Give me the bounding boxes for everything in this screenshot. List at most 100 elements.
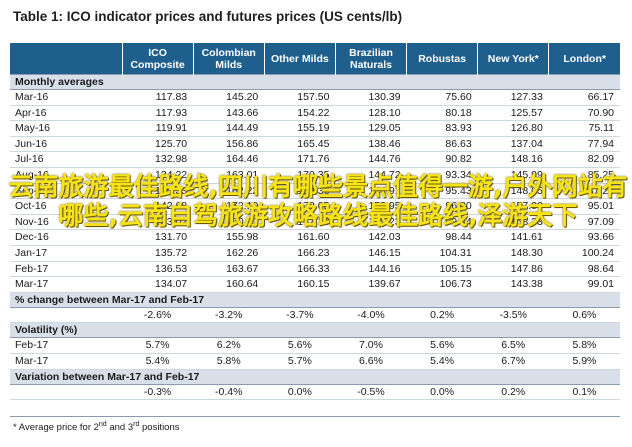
table-cell: 166.23 bbox=[264, 245, 336, 262]
header-label-line-2: Composite bbox=[130, 58, 185, 71]
table-row: Jun-16 125.70 156.86 165.45 138.46 86.63 137.0… bbox=[10, 136, 620, 153]
table-header-row: ICO Composite Colombian Milds Other Milds Bra… bbox=[10, 43, 620, 75]
table-cell: 155.19 bbox=[264, 120, 336, 137]
table-cell: 106.73 bbox=[406, 276, 478, 293]
table-cell: 144.76 bbox=[335, 151, 407, 168]
table-cell: 162.22 bbox=[193, 183, 265, 200]
section-header-row: Volatility (%) bbox=[10, 322, 620, 339]
table-cell: 156.86 bbox=[193, 136, 265, 153]
table-row: May-16 119.91 144.49 155.19 129.05 83.93 126.8… bbox=[10, 120, 620, 137]
table-cell: 157.00 bbox=[477, 198, 549, 215]
table-cell: 134.07 bbox=[122, 276, 194, 293]
table-cell: 87.24 bbox=[548, 183, 620, 200]
table-cell: 0.2% bbox=[406, 307, 478, 324]
section-heading: Monthly averages bbox=[10, 74, 620, 90]
table-cell: 145.99 bbox=[477, 167, 549, 184]
table-cell: 148.16 bbox=[477, 151, 549, 168]
table-cell: 134.22 bbox=[122, 167, 194, 184]
table-cell: 6.5% bbox=[477, 337, 549, 354]
table-row: Apr-16 117.93 143.66 154.22 128.10 80.18 125.5… bbox=[10, 105, 620, 122]
table-cell: 171.76 bbox=[264, 151, 336, 168]
section-heading: Volatility (%) bbox=[10, 322, 620, 339]
table-cell: 144.72 bbox=[335, 167, 407, 184]
row-label: Oct-16 bbox=[10, 198, 122, 215]
table-cell: 132.98 bbox=[122, 151, 194, 168]
table-cell: 99.01 bbox=[548, 276, 620, 293]
table-cell: 5.8% bbox=[193, 353, 265, 370]
row-label: Jun-16 bbox=[10, 136, 122, 153]
table-row: Feb-17 136.53 163.67 166.33 144.16 105.15 147.… bbox=[10, 261, 620, 278]
table-cell: 143.02 bbox=[122, 214, 194, 231]
table-cell: 0.1% bbox=[548, 384, 620, 401]
footnote-post: positions bbox=[139, 422, 180, 434]
table-cell: 129.05 bbox=[335, 120, 407, 137]
footnote-sup-1: nd bbox=[98, 421, 107, 428]
row-label: Dec-16 bbox=[10, 229, 122, 246]
header-label-line-1: Colombian bbox=[201, 46, 256, 59]
table-cell: 5.4% bbox=[406, 353, 478, 370]
row-label: Mar-17 bbox=[10, 353, 122, 370]
table-cell: 80.18 bbox=[406, 105, 478, 122]
table-cell: -0.3% bbox=[122, 384, 194, 401]
header-cell: Robustas bbox=[406, 43, 478, 75]
table-cell: 98.44 bbox=[406, 229, 478, 246]
table-cell: 90.82 bbox=[406, 151, 478, 168]
table-cell: 117.83 bbox=[122, 89, 194, 106]
table-title: Table 1: ICO indicator prices and future… bbox=[13, 9, 403, 24]
header-label-line-1: ICO bbox=[148, 46, 167, 59]
table-cell: 6.2% bbox=[193, 337, 265, 354]
header-cell-blank bbox=[10, 43, 122, 75]
table-cell: 82.09 bbox=[548, 151, 620, 168]
table-cell: 100.24 bbox=[548, 245, 620, 262]
row-label: Jul-16 bbox=[10, 151, 122, 168]
row-label: Jan-17 bbox=[10, 245, 122, 262]
table-cell: 125.70 bbox=[122, 136, 194, 153]
table-cell: 161.60 bbox=[264, 229, 336, 246]
table-row: Nov-16 143.02 170.61 177.18 155.23 99.44 158.3… bbox=[10, 214, 620, 231]
table-cell: 164.46 bbox=[193, 151, 265, 168]
table-cell: 131.70 bbox=[122, 229, 194, 246]
header-label-line-2: Milds bbox=[215, 58, 243, 71]
footnote-sup-2: rd bbox=[133, 421, 140, 428]
table-cell: 86.63 bbox=[406, 136, 478, 153]
table-cell: 104.31 bbox=[406, 245, 478, 262]
table-cell: 85.25 bbox=[548, 167, 620, 184]
section-header-row: Variation between Mar-17 and Feb-17 bbox=[10, 368, 620, 385]
table-row: Mar-17 134.07 160.64 160.15 139.67 106.73 143.… bbox=[10, 276, 620, 293]
table-cell: 0.2% bbox=[477, 384, 549, 401]
row-label bbox=[10, 307, 122, 324]
table-cell: 6.7% bbox=[477, 353, 549, 370]
table-row: Mar-17 5.4% 5.8% 5.7% 6.6% 5.4% 6.7% 5.9% bbox=[10, 353, 620, 370]
header-cell: Brazilian Naturals bbox=[334, 43, 407, 75]
table-cell: 93.34 bbox=[406, 167, 478, 184]
table-cell: 126.80 bbox=[477, 120, 549, 137]
table-cell: 148.05 bbox=[477, 183, 549, 200]
table-cell: 119.91 bbox=[122, 120, 194, 137]
footnote-mid: and 3 bbox=[106, 422, 134, 434]
section-heading: % change between Mar-17 and Feb-17 bbox=[10, 291, 620, 308]
table-cell: -0.5% bbox=[335, 384, 407, 401]
table-cell: 5.4% bbox=[122, 353, 194, 370]
table-cell: 172.10 bbox=[193, 198, 265, 215]
table-cell: 144.91 bbox=[335, 183, 407, 200]
table-cell: 152.95 bbox=[335, 198, 407, 215]
section-header-row: % change between Mar-17 and Feb-17 bbox=[10, 291, 620, 308]
table-cell: 158.33 bbox=[477, 214, 549, 231]
table-cell: 138.46 bbox=[335, 136, 407, 153]
table-cell: 93.66 bbox=[548, 229, 620, 246]
table-cell: 135.33 bbox=[122, 183, 194, 200]
table-cell: 166.33 bbox=[264, 261, 336, 278]
table-row: Sep-16 135.33 162.22 169.36 144.91 95.43 148.0… bbox=[10, 183, 620, 200]
table-cell: 105.15 bbox=[406, 261, 478, 278]
row-label: Feb-17 bbox=[10, 337, 122, 354]
table-cell: 96.80 bbox=[406, 198, 478, 215]
table-cell: 165.45 bbox=[264, 136, 336, 153]
header-label-line-1: Other Milds bbox=[270, 52, 329, 65]
table-row: Jan-17 135.72 162.26 166.23 146.15 104.31 148.… bbox=[10, 245, 620, 262]
footer-divider bbox=[10, 416, 620, 417]
row-label: Aug-16 bbox=[10, 167, 122, 184]
table-cell: 128.10 bbox=[335, 105, 407, 122]
table-row: Aug-16 134.22 163.01 170.35 144.72 93.34 145.9… bbox=[10, 167, 620, 184]
table-cell: 163.67 bbox=[193, 261, 265, 278]
table-cell: 97.09 bbox=[548, 214, 620, 231]
